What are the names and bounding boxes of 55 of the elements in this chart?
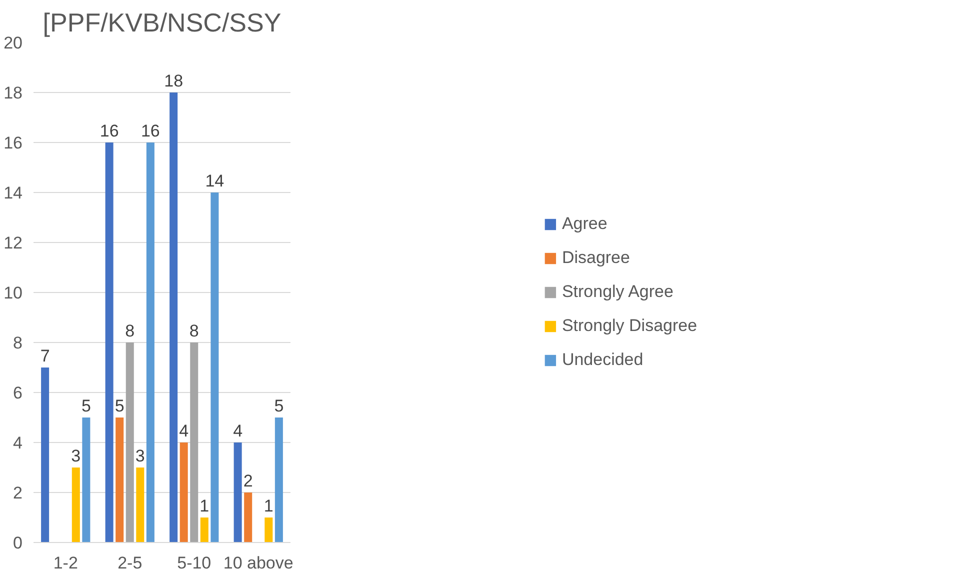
data-label: 3 <box>71 446 81 466</box>
legend-label: Strongly Disagree <box>562 316 698 336</box>
data-label: 5 <box>81 396 91 416</box>
legend-label: Undecided <box>562 350 644 370</box>
bar <box>41 368 50 542</box>
bar <box>72 468 80 542</box>
data-label: 8 <box>125 322 135 340</box>
bar <box>126 342 134 542</box>
y-tick-label: 16 <box>4 134 23 152</box>
data-label: 2 <box>243 472 253 490</box>
data-label: 5 <box>274 396 284 416</box>
data-label: 5 <box>114 396 124 416</box>
data-label: 14 <box>205 172 224 190</box>
y-tick-label: 10 <box>4 284 23 302</box>
bar <box>200 518 208 542</box>
data-label: 1 <box>264 496 274 516</box>
bar <box>170 92 178 542</box>
bar <box>190 342 198 542</box>
y-tick-label: 12 <box>4 234 23 252</box>
bar <box>274 418 283 542</box>
data-label: 4 <box>179 422 189 440</box>
bar <box>210 192 219 542</box>
bar <box>264 518 273 542</box>
bar <box>180 442 188 542</box>
bar <box>116 418 124 542</box>
data-label: 16 <box>100 122 119 140</box>
y-tick-label: 2 <box>13 484 23 502</box>
y-tick-label: 14 <box>4 184 23 202</box>
legend-label: Disagree <box>562 248 630 268</box>
data-label: 16 <box>140 122 160 140</box>
y-tick-label: 4 <box>13 434 23 452</box>
bar <box>82 418 90 542</box>
data-label: 8 <box>189 322 199 340</box>
x-tick-label: 2-5 <box>118 554 142 572</box>
y-tick-label: 6 <box>13 384 23 402</box>
data-label: 3 <box>135 446 145 466</box>
data-label: 7 <box>40 346 50 366</box>
legend-label: Strongly Agree <box>562 282 674 302</box>
y-tick-label: 0 <box>13 534 23 552</box>
x-tick-label: 1-2 <box>53 554 78 572</box>
data-label: 4 <box>233 422 243 440</box>
bar <box>244 492 252 542</box>
legend-label: Agree <box>562 214 608 234</box>
y-tick-label: 20 <box>4 34 23 52</box>
y-tick-label: 18 <box>4 84 23 102</box>
bar <box>105 142 114 542</box>
bar <box>146 142 154 542</box>
chart-title: [PPF/KVB/NSC/SSY <box>42 8 282 38</box>
data-label: 18 <box>164 72 184 90</box>
bar <box>234 442 242 542</box>
y-tick-label: 8 <box>13 334 23 352</box>
x-tick-label: 10 above <box>223 554 294 572</box>
bar <box>136 468 144 542</box>
x-tick-label: 5-10 <box>177 554 212 572</box>
data-label: 1 <box>200 496 210 516</box>
